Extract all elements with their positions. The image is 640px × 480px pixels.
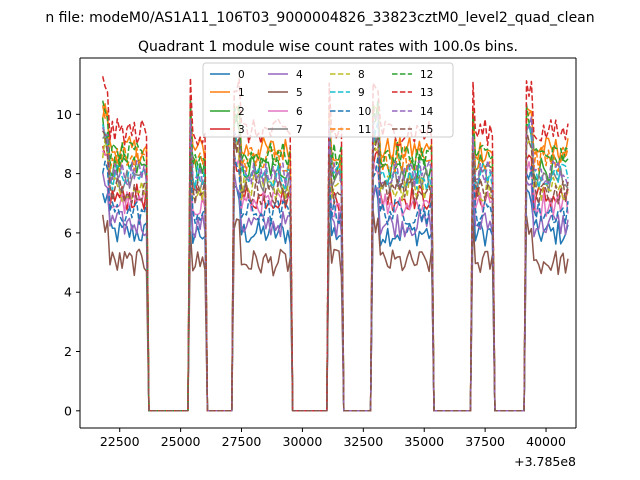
x-tick-label: 22500 (100, 434, 140, 449)
y-tick-label: 8 (64, 166, 72, 181)
chart-title: Quadrant 1 module wise count rates with … (138, 39, 518, 55)
x-offset-label: +3.785e8 (514, 454, 576, 469)
x-tick-label: 30000 (283, 434, 323, 449)
y-tick-label: 0 (64, 403, 72, 418)
x-tick-label: 37500 (465, 434, 505, 449)
axes-frame (79, 57, 577, 429)
x-tick-label: 25000 (161, 434, 201, 449)
legend-label: 14 (420, 106, 434, 118)
legend-label: 7 (296, 124, 303, 136)
legend-label: 11 (358, 124, 371, 136)
legend-label: 12 (420, 69, 433, 81)
y-tick-label: 2 (64, 344, 72, 359)
y-tick-label: 6 (64, 225, 72, 240)
x-axis-ticks: 22500 25000 27500 30000 32500 35000 37500 40000 (100, 428, 566, 449)
legend-label: 9 (358, 87, 365, 99)
legend-label: 10 (358, 106, 371, 118)
legend-label: 15 (420, 124, 433, 136)
legend-frame (202, 62, 454, 138)
legend-label: 13 (420, 87, 433, 99)
y-tick-label: 10 (56, 107, 72, 122)
legend-label: 6 (296, 106, 303, 118)
legend-label: 4 (296, 69, 303, 81)
legend-label: 0 (238, 69, 245, 81)
chart-suptitle: n file: modeM0/AS1A11_106T03_9000004826_… (45, 10, 594, 26)
legend-label: 2 (238, 106, 245, 118)
legend-label: 3 (238, 124, 245, 136)
x-tick-label: 35000 (404, 434, 444, 449)
legend-label: 1 (238, 87, 245, 99)
legend-label: 8 (358, 69, 365, 81)
x-tick-label: 27500 (222, 434, 262, 449)
series-line-15 (102, 130, 569, 412)
x-tick-label: 32500 (343, 434, 383, 449)
y-axis-ticks: 0 2 4 6 8 10 (56, 107, 80, 418)
x-tick-label: 40000 (526, 434, 566, 449)
y-tick-label: 4 (64, 285, 72, 300)
legend-label: 5 (296, 87, 303, 99)
